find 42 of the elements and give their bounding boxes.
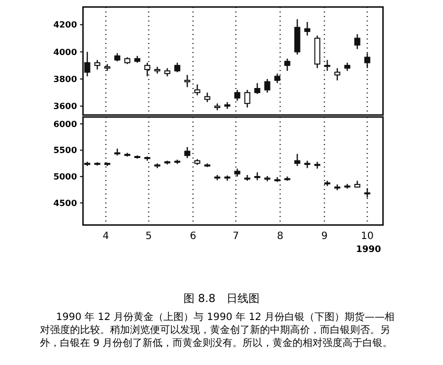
candlestick [244,89,250,108]
candlestick [194,84,200,96]
x-tick-label: 9 [321,231,328,242]
candlestick [264,78,270,94]
text: 1990 年 12 月份黄金（上图）与 1990 年 12 月份白银（下图）期货——相对强度的比较。稍加浏览便可以发现，黄金创了新的中期高价，而白银则否。另外，白银在 9 月份创了新低，而黄金则没有。所以，黄金的相对强度高于白银。 [40,311,395,349]
x-tick-label: 8 [276,231,284,242]
x-axis-title: 1990 [356,245,381,255]
candlestick [304,21,310,36]
x-tick-label: 10 [360,231,374,242]
candlestick [184,74,190,88]
y-tick-label: 4200 [53,20,78,31]
candlestick [294,153,300,167]
y-tick-label: 4500 [53,198,78,209]
y-tick-label: 5500 [53,146,78,156]
caption: 图 8.8 日线图 [184,292,260,305]
x-tick-label: 5 [146,231,152,242]
y-tick-label: 3800 [53,74,78,85]
y-tick-label: 3600 [53,102,78,112]
candlestick [144,62,150,77]
y-tick-label: 5000 [53,172,78,183]
x-tick-label: 7 [232,231,240,242]
y-tick-label: 6000 [53,120,78,130]
candlestick [274,72,280,84]
candlestick [224,101,230,110]
candlestick [114,148,120,156]
candlestick [364,52,370,69]
candlestick [334,68,340,81]
x-tick-label: 4 [102,231,110,242]
candlestick [354,34,360,50]
candlestick [324,59,330,72]
candlestick [254,82,260,95]
candlestick [234,89,240,102]
candlestick [94,59,100,70]
candlestick [284,58,290,72]
candlestick [304,160,310,169]
candlestick [174,62,180,73]
candlestick [364,188,370,198]
y-tick-label: 4000 [53,48,78,58]
candlestick [184,146,190,159]
x-tick-label: 6 [190,231,196,242]
candlestick [104,63,110,72]
candlestick [204,92,210,103]
